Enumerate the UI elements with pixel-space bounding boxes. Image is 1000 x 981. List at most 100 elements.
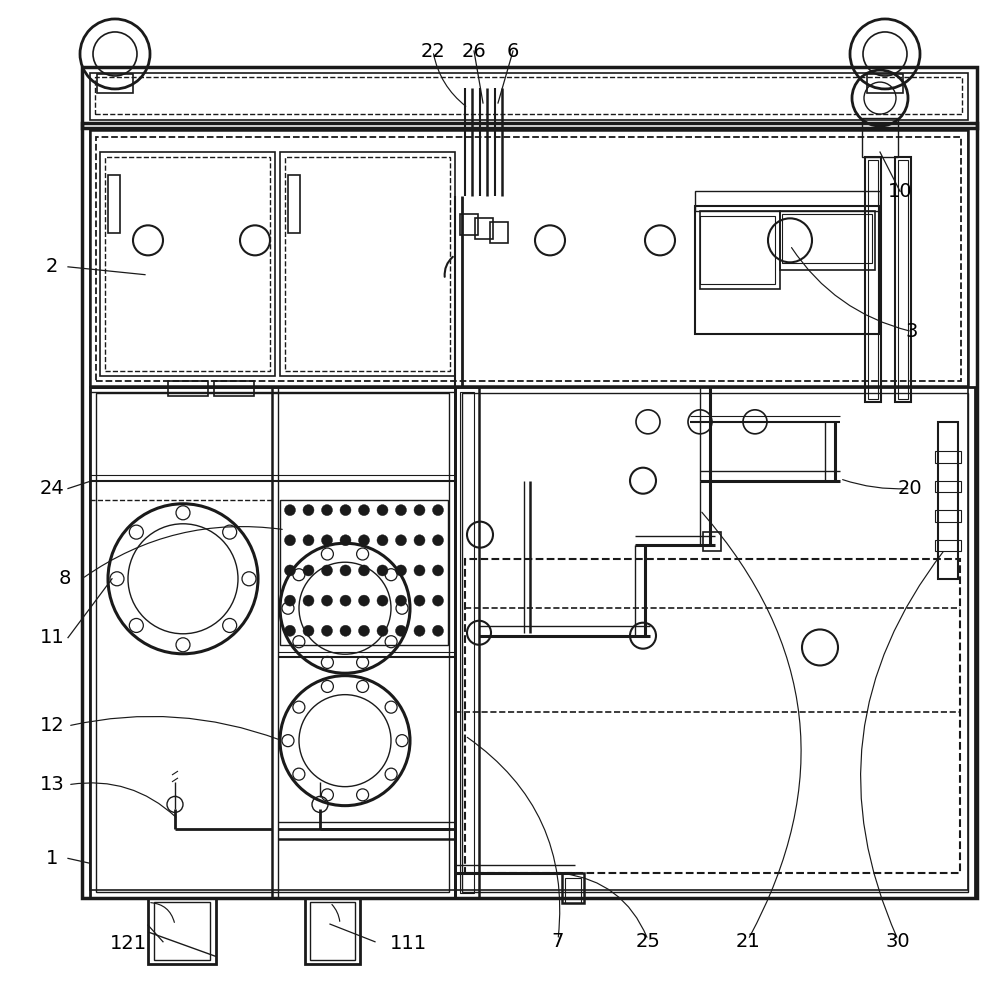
Circle shape [340, 535, 351, 545]
Circle shape [396, 565, 406, 576]
Bar [214, 381, 254, 396]
Circle shape [414, 625, 425, 637]
Bar [90, 73, 968, 120]
Circle shape [414, 535, 425, 545]
Bar [868, 160, 878, 399]
Circle shape [359, 504, 370, 516]
Text: 13: 13 [40, 775, 64, 795]
Circle shape [359, 535, 370, 545]
Bar [82, 123, 977, 898]
Bar [280, 500, 448, 645]
Bar [280, 152, 455, 376]
Circle shape [359, 595, 370, 606]
Circle shape [377, 595, 388, 606]
Bar [148, 898, 216, 964]
Bar [862, 118, 898, 157]
Bar [780, 211, 875, 270]
Text: 2: 2 [46, 257, 58, 277]
Bar [935, 451, 961, 463]
Text: 7: 7 [552, 932, 564, 952]
Bar [938, 422, 958, 579]
Bar [782, 214, 872, 263]
Circle shape [285, 625, 296, 637]
Circle shape [322, 625, 333, 637]
Bar [867, 74, 903, 93]
Circle shape [377, 535, 388, 545]
Circle shape [377, 504, 388, 516]
Bar [90, 130, 968, 386]
Text: 26: 26 [462, 41, 486, 61]
Bar [462, 393, 968, 892]
Circle shape [359, 625, 370, 637]
Circle shape [285, 535, 296, 545]
Bar [82, 67, 977, 128]
Bar [154, 902, 210, 960]
Circle shape [414, 595, 425, 606]
Circle shape [303, 504, 314, 516]
Text: 10: 10 [888, 181, 912, 201]
Text: 8: 8 [59, 569, 71, 589]
Bar [700, 216, 775, 284]
Bar [95, 77, 962, 114]
Circle shape [340, 504, 351, 516]
Bar [100, 152, 275, 376]
Bar [105, 157, 270, 371]
Text: 6: 6 [507, 41, 519, 61]
Bar [695, 206, 880, 334]
Text: 11: 11 [40, 628, 64, 647]
Circle shape [340, 565, 351, 576]
Text: 111: 111 [389, 934, 427, 954]
Text: 20: 20 [898, 479, 922, 498]
Circle shape [340, 625, 351, 637]
Bar [90, 387, 455, 898]
Circle shape [322, 565, 333, 576]
Text: 1: 1 [46, 849, 58, 868]
Circle shape [396, 625, 406, 637]
Text: 3: 3 [906, 322, 918, 341]
Bar [455, 387, 479, 898]
Circle shape [396, 595, 406, 606]
Circle shape [303, 625, 314, 637]
Circle shape [433, 625, 444, 637]
Circle shape [285, 565, 296, 576]
Bar [935, 510, 961, 522]
Text: 24: 24 [40, 479, 64, 498]
Circle shape [433, 535, 444, 545]
Circle shape [285, 504, 296, 516]
Circle shape [414, 565, 425, 576]
Text: 12: 12 [40, 716, 64, 736]
Circle shape [285, 595, 296, 606]
Circle shape [322, 504, 333, 516]
Bar [898, 160, 908, 399]
Bar [460, 392, 474, 893]
Bar [96, 393, 449, 892]
Circle shape [303, 535, 314, 545]
Bar [935, 481, 961, 492]
Circle shape [322, 595, 333, 606]
Circle shape [359, 565, 370, 576]
Bar [465, 559, 960, 873]
Circle shape [377, 625, 388, 637]
Bar [475, 218, 493, 239]
Circle shape [433, 504, 444, 516]
Bar [305, 898, 360, 964]
Bar [935, 540, 961, 551]
Bar [460, 214, 478, 235]
Circle shape [322, 535, 333, 545]
Bar [285, 157, 450, 371]
Circle shape [396, 535, 406, 545]
Bar [455, 387, 975, 898]
Circle shape [340, 595, 351, 606]
Bar [562, 873, 584, 903]
Bar [695, 191, 880, 211]
Circle shape [433, 565, 444, 576]
Bar [700, 211, 780, 289]
Text: 21: 21 [736, 932, 760, 952]
Bar [108, 175, 120, 233]
Circle shape [396, 504, 406, 516]
Bar [97, 74, 133, 93]
Bar [565, 878, 581, 903]
Text: 25: 25 [636, 932, 660, 952]
Circle shape [303, 565, 314, 576]
Text: 121: 121 [109, 934, 147, 954]
